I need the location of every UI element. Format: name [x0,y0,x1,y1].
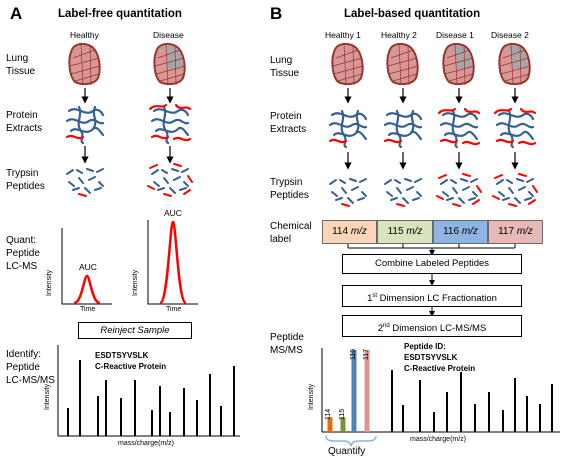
column-healthy-2: Healthy 2 [381,30,417,40]
yaxis-label-b: Intensity [308,383,315,410]
reporter-bar-116 [351,350,357,432]
xaxis-label-a: mass/charge(m/z) [118,440,175,447]
reinject-sample-box: Reinject Sample [78,322,192,339]
reporter-label-114: 114 [325,408,332,420]
yaxis-label-a: Intensity [44,383,51,410]
disease-lcms-plot [147,220,198,305]
row-label-identify: Identify: Peptide LC-MS/MS [6,349,55,386]
row-label-extracts-b: Protein Extracts [270,111,307,135]
auc-label-healthy: AUC [79,262,97,272]
label-box-117: 117 m/z [488,220,543,244]
intensity-label-disease: Intensity [132,269,139,296]
label-box-114: 114 m/z [322,220,377,244]
column-healthy-1: Healthy 1 [325,30,361,40]
reporter-label-116: 116 [350,348,357,360]
panel-a-letter: A [10,4,23,23]
panel-b-letter: B [270,4,283,23]
time-label-disease: Time [166,306,182,313]
quantify-label: Quantify [328,446,366,457]
row-label-tissue-b: Lung Tissue [270,55,300,79]
protein-name-a: C-Reactive Protein [95,362,167,371]
panel-a-graphics [57,42,240,437]
quantify-brace [325,435,377,447]
row-label-msms: Peptide MS/MS [270,332,304,356]
healthy-lcms-plot [61,228,112,305]
row-label-extracts-a: Protein Extracts [6,110,43,134]
reporter-bar-114 [327,417,333,432]
time-label-healthy: Time [80,306,96,313]
intensity-label-healthy: Intensity [46,269,53,296]
panel-b-title: Label-based quantitation [344,8,481,20]
row-label-chemical: Chemical label [270,221,312,245]
reporter-label-117: 117 [363,348,370,360]
second-dimension-box: 2nd Dimension LC-MS/MS [342,315,522,337]
panel-a-msms-spectrum [57,345,240,437]
column-healthy: Healthy [70,30,99,40]
column-disease-2: Disease 2 [491,30,529,40]
label-box-115: 115 m/z [377,220,433,244]
label-box-116: 116 m/z [433,220,488,244]
first-dimension-box: 1st Dimension LC Fractionation [342,285,522,307]
auc-label-disease: AUC [164,208,182,218]
row-label-quant: Quant: Peptide LC-MS [6,235,40,272]
panel-b-graphics [321,42,560,447]
row-label-tissue-a: Lung Tissue [6,53,36,77]
row-label-peptides-b: Trypsin Peptides [270,177,309,201]
reporter-ion-bars [327,350,370,432]
column-disease-1: Disease 1 [436,30,474,40]
row-label-peptides-a: Trypsin Peptides [6,168,45,192]
peptide-name-a: ESDTSYVSLK [95,351,149,360]
reporter-label-115: 115 [339,408,346,420]
peptide-id-block: Peptide ID: ESDTSYVSLK C-Reactive Protei… [404,342,476,373]
reporter-bar-117 [364,350,370,432]
xaxis-label-b: mass/charge(m/z) [410,436,467,443]
panel-b-msms-spectrum [321,348,560,433]
reporter-bar-115 [340,417,346,432]
column-disease: Disease [153,30,184,40]
panel-a-title: Label-free quantitation [58,8,182,20]
combine-box: Combine Labeled Peptides [342,254,522,274]
